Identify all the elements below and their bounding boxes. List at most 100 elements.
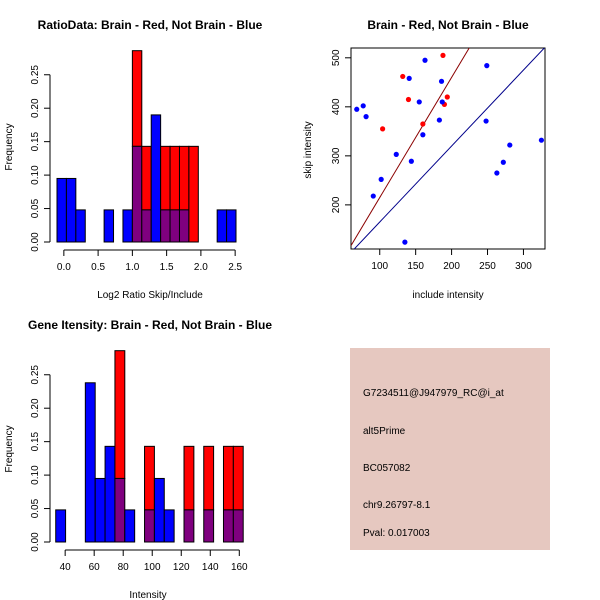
scatter-x-tick-label: 250 xyxy=(479,261,496,272)
scatter-point-not-brain xyxy=(439,99,445,105)
ratio-histogram-bar-overlap xyxy=(178,209,190,243)
gene-intensity-bar-not-brain xyxy=(124,509,136,543)
scatter-point-not-brain xyxy=(507,142,513,148)
ratio-histogram-bar-brain xyxy=(160,145,171,211)
scatter-point-brain xyxy=(420,121,426,127)
ratio-histogram-bar-brain xyxy=(188,145,199,243)
scatter-point-not-brain xyxy=(416,99,422,105)
scatter-point-not-brain xyxy=(393,151,399,157)
gene-intensity-y-tick-label: 0.15 xyxy=(30,431,41,451)
scatter-point-not-brain xyxy=(500,159,506,165)
gene-intensity-bar-not-brain xyxy=(55,509,67,543)
scatter-y-tick-label: 200 xyxy=(331,196,342,213)
scatter-point-brain xyxy=(400,73,406,80)
scatter-point-brain xyxy=(440,52,446,58)
gene-intensity-bar-not-brain xyxy=(94,477,106,543)
scatter-point-not-brain xyxy=(420,132,426,138)
pval-label: Pval: 0.017003 xyxy=(363,528,430,539)
ratio-histogram-bar-brain xyxy=(178,145,190,211)
ratio-histogram-y-tick-label: 0.25 xyxy=(30,65,41,85)
scatter-point-not-brain xyxy=(378,176,384,182)
scatter-point-not-brain xyxy=(408,158,414,164)
ratio-histogram-bar-overlap xyxy=(160,209,171,243)
gene-intensity-y-tick-label: 0.25 xyxy=(30,365,41,385)
scatter-xlabel: include intensity xyxy=(412,290,483,301)
gene-intensity-bar-brain xyxy=(183,445,195,511)
ratio-histogram-y-tick-label: 0.10 xyxy=(30,165,41,185)
gene-intensity-ylabel: Frequency xyxy=(4,425,15,472)
scatter-x-tick-label: 150 xyxy=(407,261,424,272)
gene-intensity-bar-overlap xyxy=(203,509,215,543)
scatter-ylabel: skip intensity xyxy=(303,121,314,178)
scatter-point-not-brain xyxy=(436,117,442,123)
ratio-histogram-bar-not-brain xyxy=(56,177,67,243)
scatter-point-not-brain xyxy=(494,170,500,176)
gene-intensity-bar-overlap xyxy=(144,509,155,543)
ratio-histogram-xlabel: Log2 Ratio Skip/Include xyxy=(97,290,203,301)
ratio-histogram-bar-not-brain xyxy=(216,209,228,243)
ratio-histogram-bar-brain xyxy=(141,145,152,211)
scatter-point-not-brain xyxy=(484,63,490,69)
scatter-red-fit-line xyxy=(351,48,470,246)
scatter-point-not-brain xyxy=(538,137,545,143)
ratio-histogram-bar-brain xyxy=(131,50,143,147)
ratio-histogram-x-tick-label: 2.5 xyxy=(228,262,242,273)
scatter-point-not-brain xyxy=(360,103,366,109)
scatter-title: Brain - Red, Not Brain - Blue xyxy=(367,18,529,32)
gene-intensity-x-tick-label: 60 xyxy=(89,562,101,573)
scatter-point-brain xyxy=(444,94,450,100)
event-type-label: alt5Prime xyxy=(363,426,406,437)
info-panel: G7234511@J947979_RC@i_at alt5Prime BC057… xyxy=(350,348,550,550)
ratio-histogram-bar-brain xyxy=(169,145,180,211)
gene-intensity-bar-brain xyxy=(144,445,155,511)
scatter-point-not-brain xyxy=(363,114,369,120)
ratio-histogram-bar-not-brain xyxy=(122,209,133,243)
gene-intensity-bar-not-brain xyxy=(104,445,116,543)
ratio-histogram-x-tick-label: 2.0 xyxy=(194,262,208,273)
ratio-histogram-title: RatioData: Brain - Red, Not Brain - Blue xyxy=(38,18,263,32)
gene-intensity-bar-not-brain xyxy=(163,509,175,543)
gene-intensity-title: Gene Itensity: Brain - Red, Not Brain - … xyxy=(28,318,272,332)
gene-intensity-y-tick-label: 0.00 xyxy=(30,532,41,552)
ratio-histogram-bar-not-brain xyxy=(75,209,86,243)
ratio-histogram-bar-not-brain xyxy=(226,209,237,243)
ratio-histogram-bar-not-brain xyxy=(65,177,77,243)
gene-intensity-bar-brain xyxy=(222,445,234,511)
ratio-histogram-bar-overlap xyxy=(169,209,180,243)
scatter-y-tick-label: 300 xyxy=(331,147,342,164)
ratio-histogram-bar-not-brain xyxy=(103,209,115,243)
gene-intensity-bar-overlap xyxy=(232,509,244,543)
probe-id-label: G7234511@J947979_RC@i_at xyxy=(363,388,504,399)
intensity-scatter: Brain - Red, Not Brain - Blue include in… xyxy=(303,18,546,301)
gene-intensity-x-tick-label: 100 xyxy=(144,562,161,573)
ratio-histogram-y-tick-label: 0.20 xyxy=(30,98,41,118)
gene-intensity-y-tick-label: 0.05 xyxy=(30,498,41,518)
location-label: chr9.26797-8.1 xyxy=(363,500,431,511)
ratio-histogram-bar-not-brain xyxy=(150,114,162,243)
scatter-point-not-brain xyxy=(402,239,408,245)
scatter-point-not-brain xyxy=(438,78,445,84)
gene-intensity-x-tick-label: 80 xyxy=(118,562,130,573)
scatter-identity-line xyxy=(353,48,545,249)
scatter-point-not-brain xyxy=(370,193,376,199)
scatter-point-brain xyxy=(380,126,386,132)
ratio-histogram-y-tick-label: 0.15 xyxy=(30,131,41,151)
gene-intensity-bar-brain xyxy=(114,350,126,479)
scatter-x-tick-label: 200 xyxy=(443,261,460,272)
gene-intensity-bar-brain xyxy=(203,445,215,511)
ratio-histogram-bar-overlap xyxy=(131,145,143,243)
gene-intensity-x-tick-label: 160 xyxy=(231,562,248,573)
gene-intensity-histogram: Gene Itensity: Brain - Red, Not Brain - … xyxy=(4,318,272,600)
gene-intensity-x-tick-label: 40 xyxy=(60,562,72,573)
scatter-y-tick-label: 400 xyxy=(331,98,342,115)
ratio-histogram-x-tick-label: 0.5 xyxy=(91,262,105,273)
ratio-histogram-bar-overlap xyxy=(141,209,152,243)
info-panel-background xyxy=(350,348,550,550)
ratio-histogram-x-tick-label: 1.5 xyxy=(160,262,174,273)
ratio-histogram-ylabel: Frequency xyxy=(4,123,15,170)
gene-intensity-bar-not-brain xyxy=(84,382,96,543)
scatter-point-not-brain xyxy=(483,118,489,124)
ratio-histogram-y-tick-label: 0.00 xyxy=(30,232,41,252)
scatter-plot-frame xyxy=(350,47,546,250)
